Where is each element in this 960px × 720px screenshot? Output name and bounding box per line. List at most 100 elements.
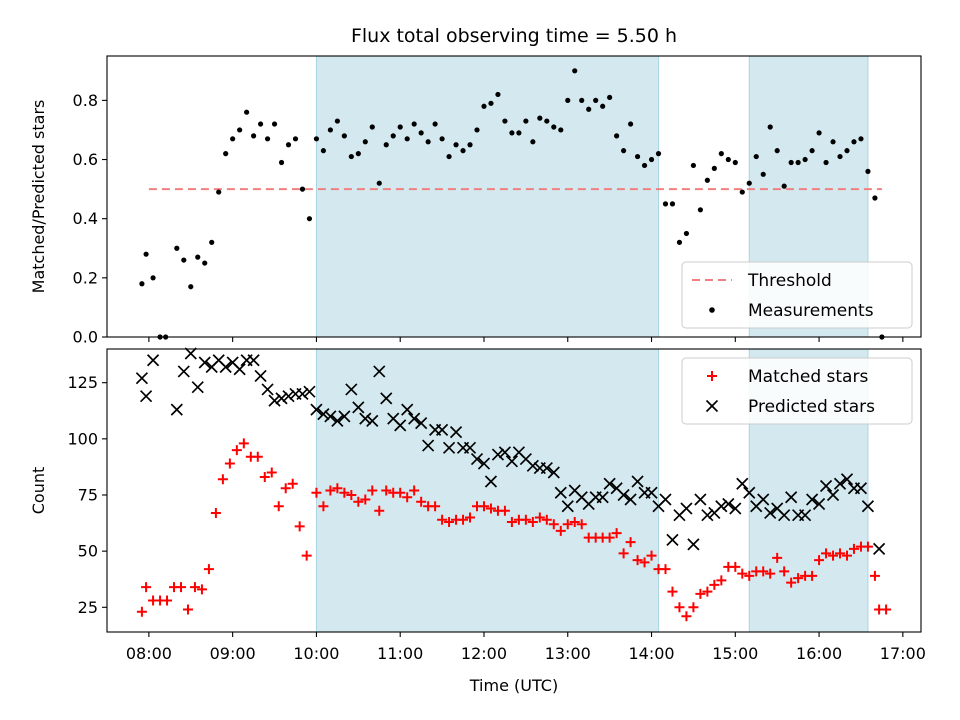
data-point — [230, 136, 236, 142]
observing-interval-shade — [315, 55, 660, 338]
data-point — [869, 570, 880, 581]
data-point — [786, 577, 797, 588]
y-tick-label: 75 — [78, 485, 98, 504]
data-point — [273, 501, 284, 512]
data-point — [814, 555, 825, 566]
data-point — [540, 461, 553, 475]
data-point — [645, 486, 658, 499]
bottom-panel: 25 50 75 100 125 08:00 09:00 10:00 11:00 12:00 13:… — [29, 347, 926, 695]
data-point — [716, 575, 727, 586]
data-point — [301, 550, 312, 561]
data-point — [881, 604, 892, 615]
data-point — [324, 410, 337, 423]
data-point — [737, 568, 748, 579]
data-point — [730, 561, 741, 572]
data-point — [418, 130, 424, 136]
data-point — [694, 493, 707, 506]
data-point — [746, 180, 752, 186]
data-point — [470, 452, 484, 466]
data-point — [802, 156, 808, 163]
data-point — [826, 488, 840, 502]
data-point — [381, 485, 392, 496]
data-point — [380, 392, 393, 405]
data-point — [819, 479, 833, 493]
legend-swatch-dot — [709, 307, 715, 313]
y-axis-label: Matched/Predicted stars — [29, 100, 48, 294]
data-point — [474, 127, 480, 133]
data-point — [150, 275, 156, 281]
data-point — [767, 124, 773, 130]
data-point — [662, 201, 669, 207]
data-point — [478, 501, 489, 512]
x-tick-label: 13:00 — [545, 644, 591, 663]
data-point — [362, 139, 368, 145]
data-point — [174, 245, 180, 251]
data-point — [327, 127, 333, 133]
data-point — [294, 521, 305, 532]
data-point — [439, 136, 445, 142]
data-point — [310, 403, 323, 416]
data-point — [569, 516, 580, 527]
data-point — [224, 458, 235, 469]
data-point — [395, 487, 406, 498]
data-point — [495, 91, 501, 98]
data-point — [271, 121, 278, 127]
data-point — [774, 148, 780, 154]
data-point — [299, 186, 306, 192]
data-point — [196, 584, 207, 595]
data-point — [338, 410, 351, 423]
data-point — [402, 492, 413, 503]
data-point — [725, 156, 731, 163]
x-tick-label: 11:00 — [377, 644, 423, 663]
data-point — [565, 97, 571, 103]
data-point — [680, 502, 693, 515]
data-point — [785, 491, 798, 504]
data-point — [760, 171, 766, 177]
data-point — [216, 189, 222, 195]
y-tick-label: 0.2 — [73, 268, 98, 287]
data-point — [690, 162, 697, 169]
top-panel: 0.0 0.2 0.4 0.6 0.8 Matched/Predicted stars Fl… — [29, 25, 922, 347]
data-point — [520, 514, 531, 525]
data-point — [669, 201, 676, 207]
data-point — [788, 159, 794, 166]
data-point — [408, 412, 421, 425]
legend: Matched stars Predicted stars — [681, 357, 913, 425]
data-point — [772, 552, 783, 563]
data-point — [722, 497, 735, 511]
data-point — [523, 118, 529, 124]
data-point — [648, 156, 655, 163]
data-point — [854, 482, 868, 495]
data-point — [555, 525, 566, 536]
data-point — [139, 281, 145, 287]
data-point — [346, 489, 357, 500]
data-point — [600, 103, 606, 109]
y-tick-label: 50 — [78, 542, 98, 561]
x-tick-label: 09:00 — [210, 644, 256, 663]
data-point — [463, 441, 477, 454]
data-point — [861, 500, 875, 513]
data-point — [718, 151, 724, 157]
data-point — [202, 260, 208, 266]
data-point — [816, 130, 822, 136]
data-point — [223, 151, 229, 157]
data-point — [184, 347, 197, 360]
data-point — [485, 503, 496, 514]
data-point — [432, 121, 438, 127]
data-point — [141, 582, 152, 593]
axes-frame — [106, 55, 922, 338]
data-point — [732, 159, 738, 166]
data-point — [618, 548, 629, 559]
data-point — [313, 136, 320, 142]
data-point — [460, 148, 466, 154]
data-point — [453, 142, 459, 148]
x-tick-label: 15:00 — [712, 644, 758, 663]
data-point — [695, 588, 706, 599]
data-point — [736, 477, 749, 490]
data-point — [261, 383, 274, 396]
data-point — [593, 97, 599, 103]
data-point — [617, 488, 630, 502]
data-point — [844, 148, 850, 154]
data-point — [809, 148, 815, 154]
